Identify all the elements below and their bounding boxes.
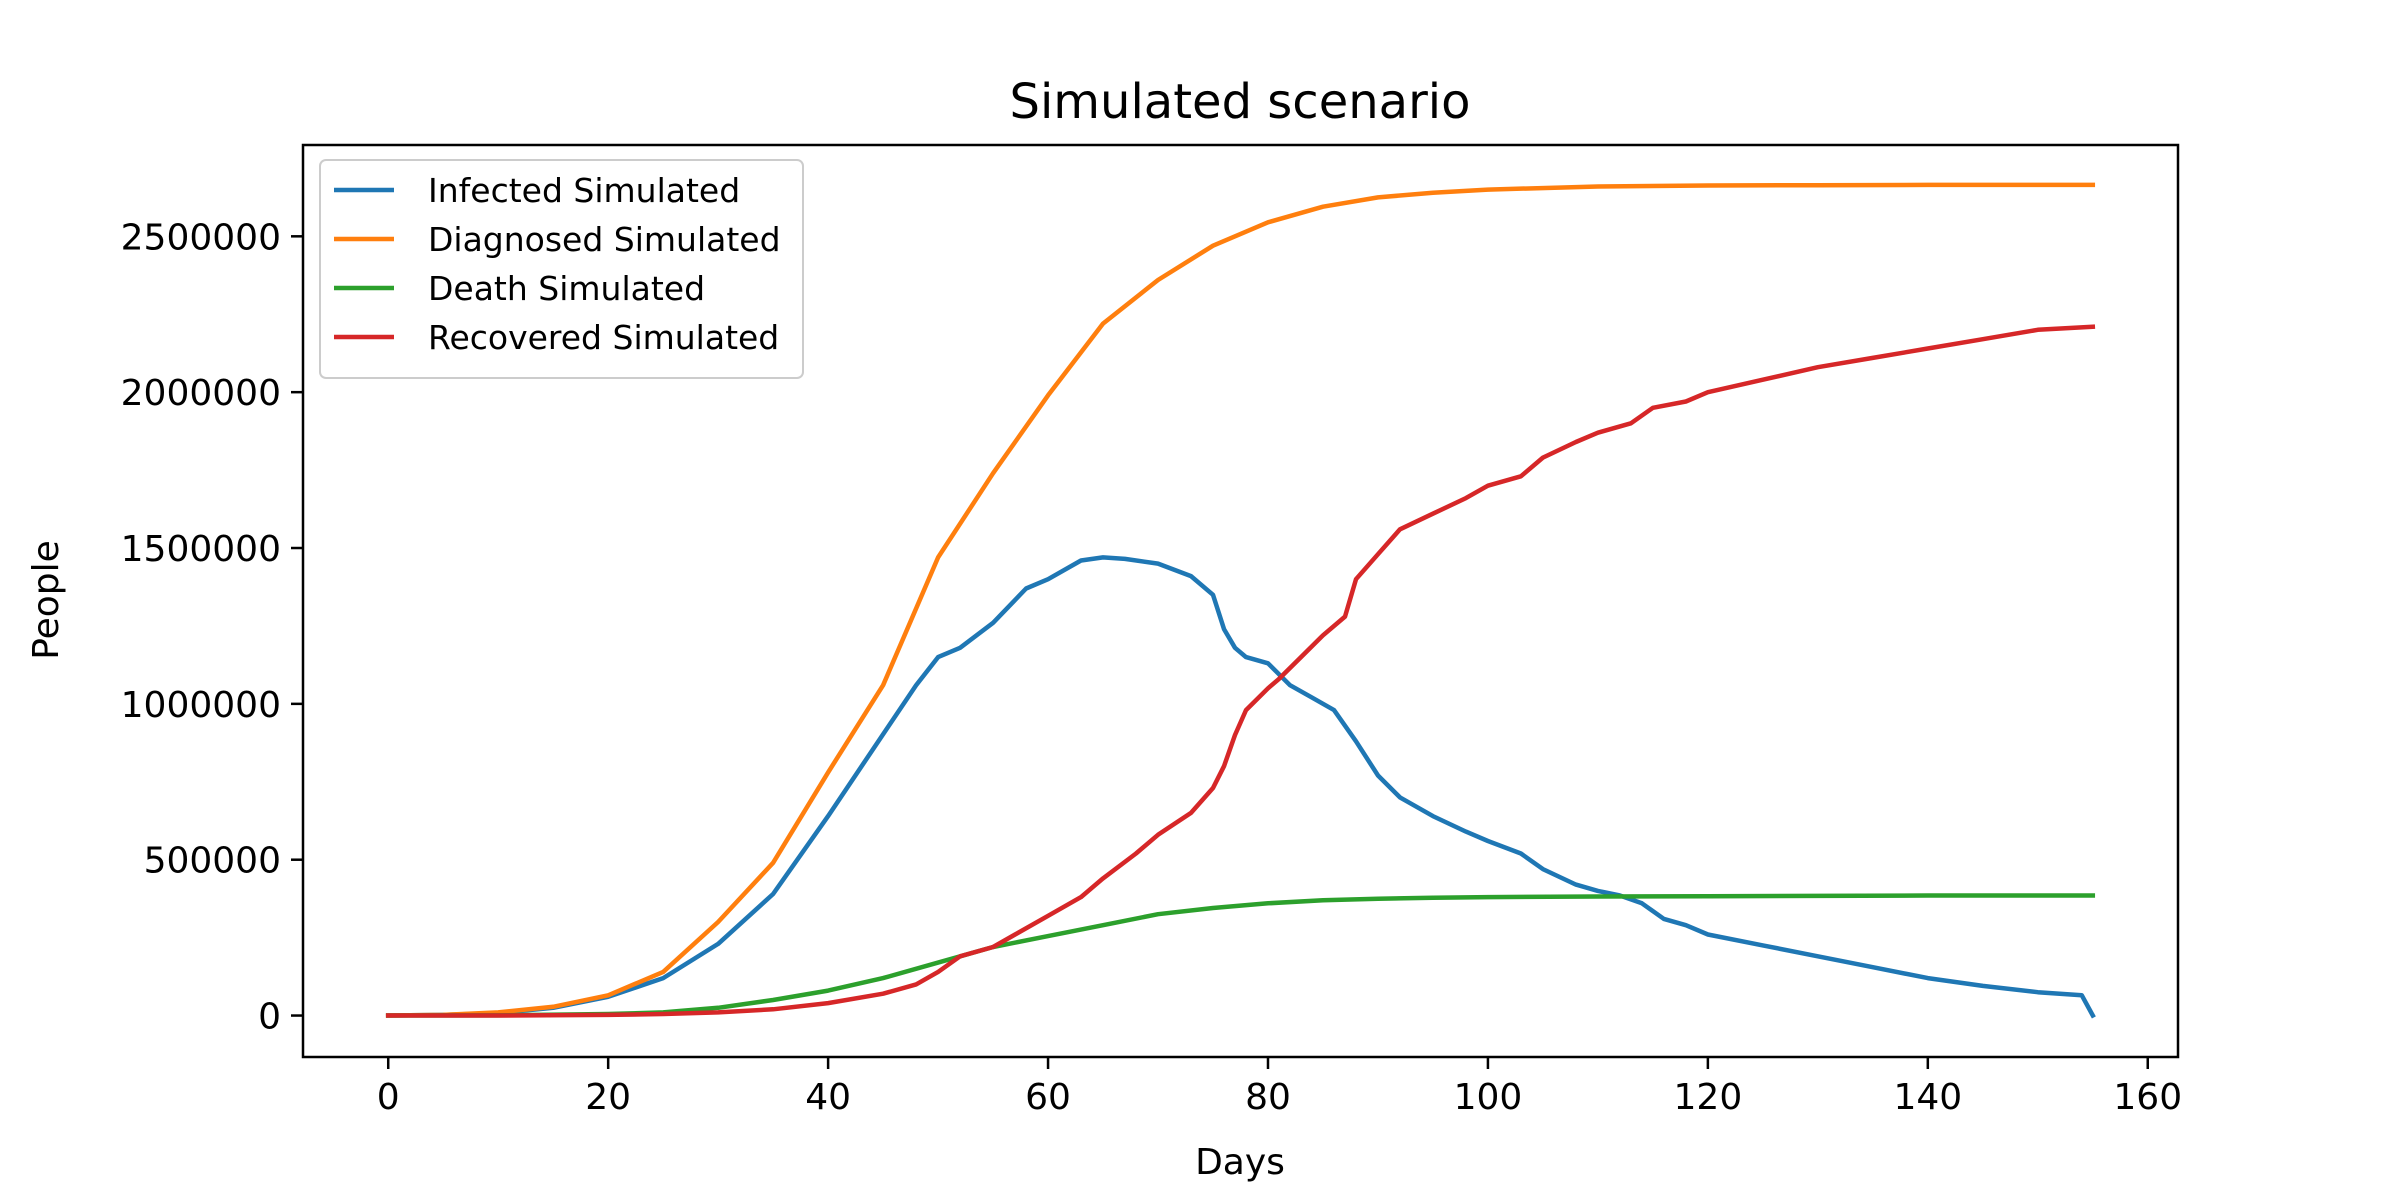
series-line-2 (385, 182, 2096, 1018)
x-tick-label: 80 (1245, 1077, 1291, 1118)
y-tick-label: 2000000 (121, 373, 281, 414)
x-tick-label: 40 (805, 1077, 851, 1118)
legend-box (319, 159, 804, 379)
x-tick-label: 120 (1674, 1077, 1743, 1118)
y-tick-label: 1500000 (121, 529, 281, 570)
chart-title: Simulated scenario (1009, 74, 1470, 130)
plot-area: 0 20 40 60 80 100 120 140 160 0 500000 1000000 15000… (121, 143, 2182, 1118)
x-tick-label: 60 (1025, 1077, 1071, 1118)
legend-label-2: Diagnosed Simulated (428, 220, 781, 259)
y-tick-label: 500000 (144, 841, 281, 882)
legend-label-3: Death Simulated (428, 269, 705, 308)
series-line-1 (385, 555, 2096, 1019)
y-axis-label: People (26, 540, 67, 660)
y-tick-label: 1000000 (121, 685, 281, 726)
series-line-3 (385, 893, 2096, 1018)
legend: Infected Simulated Diagnosed Simulated Dea… (319, 159, 804, 379)
x-tick-label: 0 (377, 1077, 400, 1118)
y-tick-label: 2500000 (121, 217, 281, 258)
x-tick-label: 140 (1893, 1077, 1962, 1118)
x-axis-label: Days (1195, 1142, 1285, 1183)
x-tick-label: 160 (2113, 1077, 2182, 1118)
legend-label-1: Infected Simulated (428, 171, 740, 210)
axes-frame (301, 143, 2180, 1059)
y-tick-label: 0 (258, 997, 281, 1038)
x-tick-label: 100 (1454, 1077, 1523, 1118)
series-line-4 (385, 324, 2096, 1018)
legend-label-4: Recovered Simulated (428, 318, 779, 357)
x-tick-label: 20 (585, 1077, 631, 1118)
